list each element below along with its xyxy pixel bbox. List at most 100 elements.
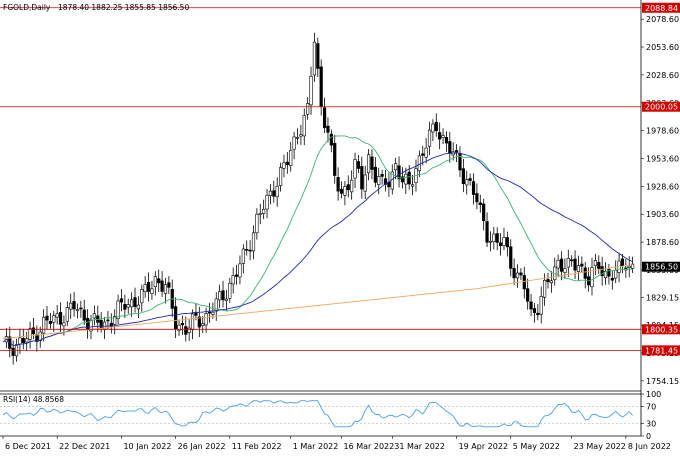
candle-body bbox=[610, 278, 614, 281]
candle-body bbox=[529, 301, 533, 310]
time-tick-label: 22 Dec 2021 bbox=[59, 442, 110, 451]
candle-body bbox=[424, 147, 428, 158]
candle-body bbox=[427, 129, 432, 147]
candle-body bbox=[417, 155, 421, 172]
candle-body bbox=[404, 173, 408, 185]
candle-body bbox=[92, 313, 96, 319]
time-tick-label: 19 Apr 2022 bbox=[459, 442, 508, 451]
candle-body bbox=[333, 142, 337, 176]
candle-body bbox=[563, 268, 567, 273]
candle-body bbox=[255, 213, 259, 234]
candle-body bbox=[566, 258, 570, 268]
time-tick-label: 10 Jan 2022 bbox=[123, 442, 171, 451]
candle-body bbox=[130, 299, 134, 308]
candle-body bbox=[119, 298, 124, 303]
level-label: 2088.84 bbox=[645, 4, 678, 13]
candle-body bbox=[593, 260, 597, 267]
candle-body bbox=[360, 166, 364, 190]
candle-body bbox=[576, 265, 581, 272]
candle-body bbox=[62, 322, 66, 327]
time-tick-label: 16 Mar 2022 bbox=[344, 442, 395, 451]
candle-body bbox=[218, 291, 222, 301]
candle-body bbox=[116, 300, 120, 320]
candle-body bbox=[278, 167, 283, 186]
candle-body bbox=[99, 319, 103, 328]
candle-body bbox=[366, 154, 371, 174]
price-tick-label: 2028.60 bbox=[646, 71, 679, 80]
candle-body bbox=[295, 136, 300, 139]
candle-body bbox=[363, 174, 367, 192]
candle-body bbox=[377, 176, 381, 185]
candle-body bbox=[282, 162, 286, 169]
candle-body bbox=[461, 168, 465, 185]
candle-body bbox=[187, 327, 191, 334]
rsi-tick-label: 100 bbox=[646, 390, 661, 399]
candle-body bbox=[18, 337, 22, 345]
candle-body bbox=[136, 304, 141, 310]
candle-body bbox=[275, 185, 279, 198]
level-label: 1800.35 bbox=[645, 325, 678, 334]
level-label-box bbox=[642, 101, 680, 112]
candle-body bbox=[471, 181, 476, 195]
candle-body bbox=[299, 134, 303, 137]
candle-body bbox=[620, 258, 625, 266]
candle-body bbox=[336, 177, 340, 192]
price-tick-label: 1829.15 bbox=[646, 293, 679, 302]
candle-body bbox=[72, 301, 76, 310]
candle-body bbox=[498, 242, 503, 247]
rsi-pane bbox=[0, 400, 641, 428]
candle-body bbox=[31, 327, 36, 335]
candle-body bbox=[465, 179, 469, 186]
candle-body bbox=[79, 307, 83, 310]
candle-body bbox=[143, 284, 147, 292]
candle-body bbox=[174, 306, 178, 329]
candle-body bbox=[515, 272, 520, 279]
rsi-tick-label: 0 bbox=[646, 432, 651, 441]
candle-body bbox=[373, 166, 377, 183]
candle-body bbox=[441, 135, 445, 138]
candle-body bbox=[234, 274, 239, 277]
candle-body bbox=[106, 319, 110, 322]
candle-body bbox=[444, 137, 449, 144]
candle-body bbox=[356, 161, 361, 169]
price-tick-label: 1928.60 bbox=[646, 182, 679, 191]
candle-body bbox=[505, 237, 509, 248]
candle-body bbox=[184, 326, 188, 335]
candle-body bbox=[468, 178, 472, 181]
candle-body bbox=[262, 208, 266, 214]
candle-body bbox=[289, 149, 293, 166]
candle-body bbox=[600, 266, 604, 277]
ohlc-header: 1878.40 1882.25 1855.85 1856.50 bbox=[58, 3, 189, 12]
candle-body bbox=[197, 316, 201, 328]
price-tick-label: 2078.60 bbox=[646, 15, 679, 24]
candle-body bbox=[380, 173, 384, 177]
candle-body bbox=[488, 240, 493, 243]
candle-body bbox=[285, 161, 289, 166]
price-tick-label: 1978.60 bbox=[646, 127, 679, 136]
level-label: 2000.05 bbox=[645, 103, 678, 112]
candle-body bbox=[519, 272, 523, 276]
candle-body bbox=[180, 323, 185, 326]
candle-body bbox=[492, 233, 496, 243]
candle-body bbox=[512, 268, 516, 279]
candle-body bbox=[522, 274, 526, 290]
candle-body bbox=[238, 263, 242, 278]
candle-body bbox=[21, 338, 25, 343]
candle-body bbox=[153, 276, 157, 288]
rsi-tick-label: 30 bbox=[646, 419, 656, 428]
candle-body bbox=[268, 190, 273, 196]
candle-body bbox=[123, 303, 127, 310]
candle-body bbox=[410, 184, 415, 187]
candle-body bbox=[211, 311, 215, 315]
candle-body bbox=[55, 313, 59, 318]
candle-body bbox=[549, 280, 553, 284]
candle-body bbox=[573, 258, 577, 271]
time-tick-label: 5 May 2022 bbox=[513, 442, 560, 451]
candle-body bbox=[140, 289, 144, 304]
candle-body bbox=[407, 171, 411, 185]
level-label-box bbox=[642, 345, 680, 356]
candle-body bbox=[157, 278, 161, 284]
candle-body bbox=[204, 313, 208, 326]
candle-body bbox=[133, 297, 137, 307]
